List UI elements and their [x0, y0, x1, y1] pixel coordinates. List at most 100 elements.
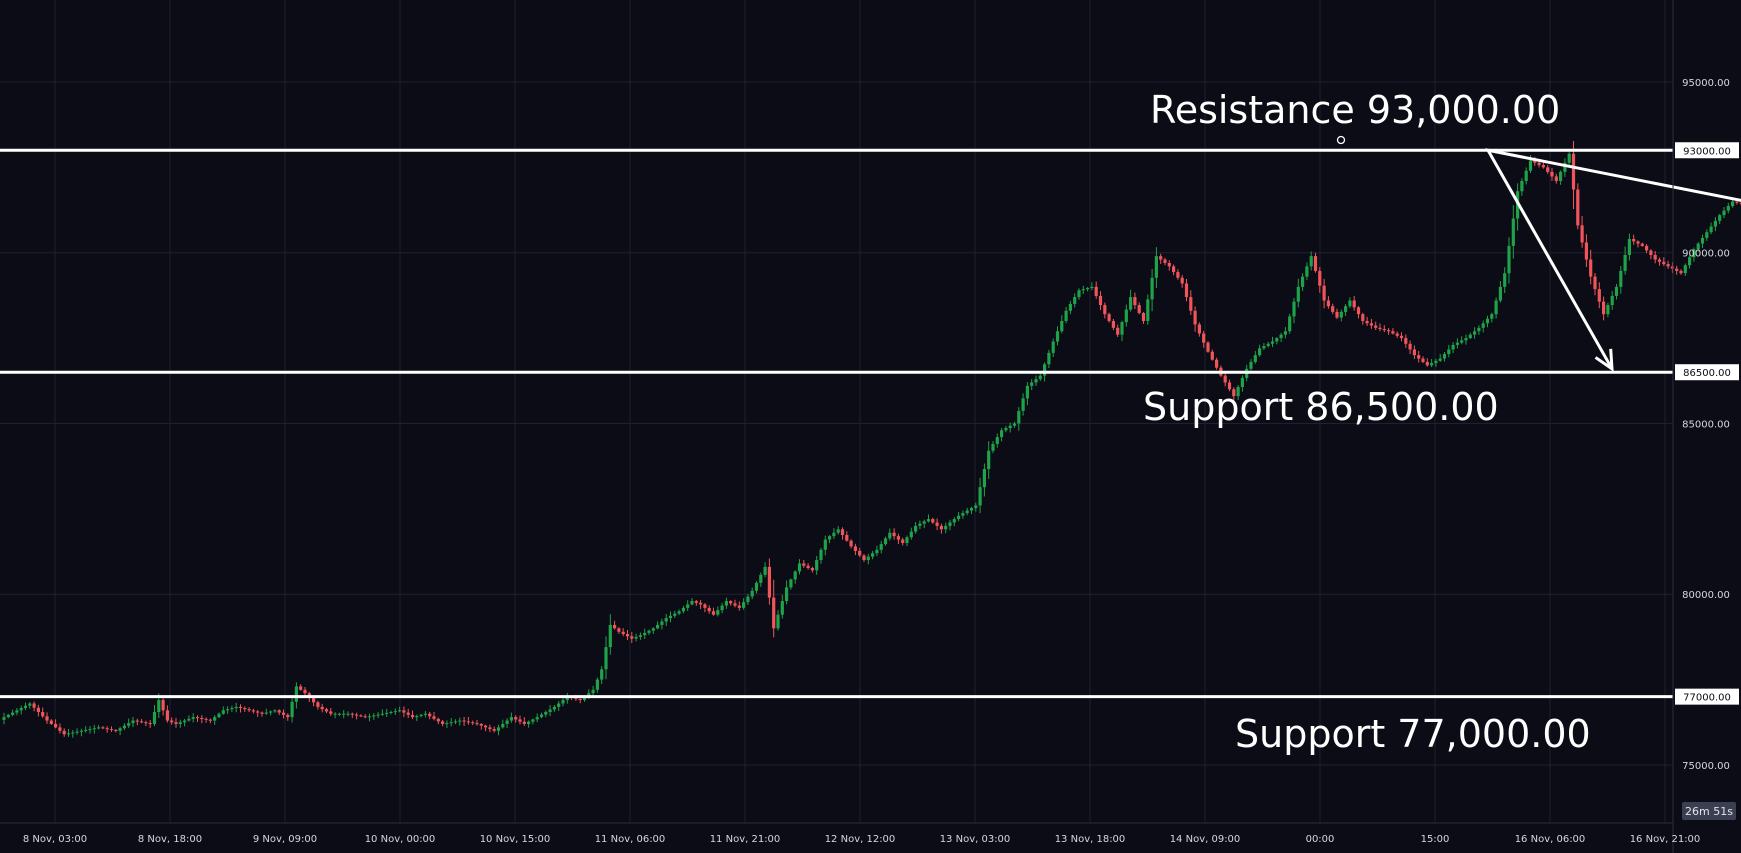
- candle-up: [1726, 206, 1730, 211]
- candle-down: [522, 721, 526, 724]
- candle-up: [1722, 210, 1726, 216]
- x-tick-label: 11 Nov, 21:00: [710, 834, 781, 845]
- candle-up: [1004, 428, 1008, 431]
- candle-down: [45, 716, 49, 721]
- candle-up: [1258, 348, 1262, 356]
- candle-up: [535, 717, 539, 720]
- candle-up: [337, 713, 341, 715]
- candle-down: [144, 722, 148, 724]
- candle-up: [1451, 344, 1455, 350]
- candle-up: [415, 715, 419, 718]
- candle-up: [1090, 286, 1094, 288]
- candle-up: [1494, 300, 1498, 315]
- candle-down: [1326, 300, 1330, 307]
- candle-up: [1709, 226, 1713, 233]
- candle-up: [690, 601, 694, 605]
- candle-up: [230, 708, 234, 710]
- candle-up: [2, 717, 6, 720]
- price-axis[interactable]: 95000.00 90000.00 85000.00 80000.00 75000.00…: [1672, 0, 1739, 853]
- candle-down: [208, 719, 212, 721]
- candle-up: [1051, 341, 1055, 353]
- candle-up: [372, 715, 376, 717]
- candle-up: [961, 513, 965, 516]
- time-axis[interactable]: 8 Nov, 03:00 8 Nov, 18:00 9 Nov, 09:00 10 N…: [0, 822, 1700, 845]
- candle-up: [995, 437, 999, 444]
- candle-up: [1077, 290, 1081, 298]
- candle-down: [845, 535, 849, 541]
- candle-down: [1670, 266, 1674, 269]
- candle-up: [1442, 354, 1447, 359]
- candle-up: [1430, 363, 1434, 366]
- candle-up: [754, 582, 759, 591]
- candle-up: [449, 722, 453, 724]
- candle-down: [243, 708, 247, 710]
- candle-up: [871, 553, 875, 557]
- candle-up: [548, 709, 552, 713]
- candle-up: [828, 536, 832, 540]
- projection-path: [1485, 148, 1741, 370]
- candle-up: [419, 714, 423, 716]
- candle-up: [1021, 398, 1025, 411]
- candle-up: [445, 723, 449, 725]
- candle-down: [1356, 307, 1361, 315]
- candle-up: [1567, 153, 1571, 163]
- candle-up: [1034, 379, 1038, 383]
- candle-up: [1623, 254, 1627, 271]
- candle-up: [1696, 243, 1700, 250]
- candle-up: [453, 721, 458, 723]
- x-tick-label: 10 Nov, 15:00: [480, 834, 551, 845]
- candle-down: [195, 717, 200, 719]
- candle-up: [1154, 256, 1158, 278]
- candle-up: [1619, 270, 1623, 287]
- candle-down: [114, 729, 118, 731]
- candle-up: [1481, 323, 1485, 328]
- candle-down: [62, 730, 66, 735]
- candle-down: [1318, 270, 1322, 286]
- candle-down: [574, 697, 578, 699]
- candle-down: [475, 723, 479, 725]
- candle-up: [1301, 276, 1305, 287]
- candle-up: [1731, 201, 1735, 207]
- candle-up: [458, 720, 462, 722]
- x-tick-label: 14 Nov, 09:00: [1170, 834, 1241, 845]
- candle-up: [234, 706, 238, 709]
- candle-down: [320, 706, 324, 710]
- candle-down: [617, 628, 621, 632]
- candle-up: [918, 523, 922, 526]
- candle-up: [1279, 334, 1283, 339]
- candle-down: [251, 710, 255, 712]
- candle-down: [101, 727, 105, 729]
- candle-up: [389, 712, 393, 714]
- candle-up: [677, 611, 681, 614]
- candle-up: [1030, 382, 1034, 386]
- candle-down: [1571, 153, 1576, 190]
- candle-down: [703, 604, 707, 608]
- candle-up: [1124, 309, 1128, 323]
- candle-up: [905, 537, 909, 543]
- candle-down: [277, 710, 281, 713]
- candle-down: [514, 717, 518, 720]
- candle-up: [681, 607, 685, 612]
- candle-up: [742, 602, 746, 608]
- candle-down: [260, 712, 264, 714]
- candle-down: [1197, 324, 1201, 334]
- candle-down: [165, 710, 169, 721]
- candle-down: [1141, 313, 1146, 322]
- candle-up: [118, 728, 122, 731]
- candle-up: [1253, 355, 1257, 362]
- candle-up: [638, 635, 642, 637]
- y-tick-label: 75000.00: [1682, 761, 1730, 772]
- candle-up: [367, 716, 372, 718]
- candle-up: [342, 713, 346, 715]
- candle-up: [634, 636, 638, 639]
- projection-arrow: [1485, 148, 1741, 372]
- y-tick-label: 85000.00: [1682, 419, 1730, 430]
- candle-down: [436, 718, 440, 722]
- candle-up: [1150, 277, 1154, 300]
- candle-down: [410, 714, 415, 718]
- candle-up: [505, 720, 509, 724]
- support-86500-annotation: Support 86,500.00: [1143, 385, 1499, 429]
- level-axis-label: 77000.00: [1683, 693, 1731, 704]
- level-axis-badge: [1675, 364, 1739, 381]
